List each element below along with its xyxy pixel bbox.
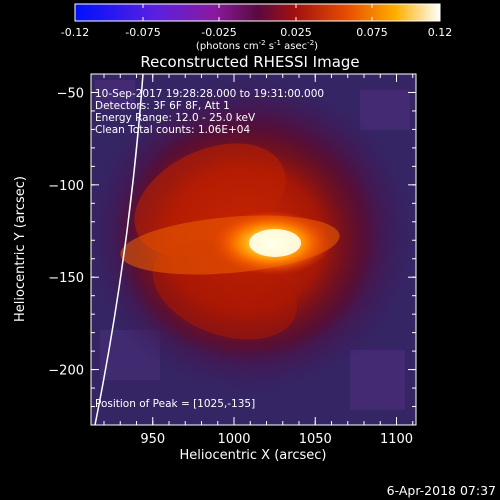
x-axis-ticks xyxy=(103,74,414,425)
colorbar xyxy=(74,3,441,22)
info-time-range: 10-Sep-2017 19:28:28.000 to 19:31:00.000 xyxy=(95,88,324,100)
solar-limb xyxy=(94,74,144,425)
plot-title: Reconstructed RHESSI Image xyxy=(140,53,359,71)
plot-frame xyxy=(90,73,417,426)
info-detectors: Detectors: 3F 6F 8F, Att 1 xyxy=(95,100,230,112)
colorbar-tick-label: -0.075 xyxy=(125,26,160,39)
x-axis-label: Heliocentric X (arcsec) xyxy=(180,448,327,463)
x-tick-label: 1100 xyxy=(380,432,413,447)
colorbar-tick-label: -0.025 xyxy=(201,26,236,39)
y-axis-ticks xyxy=(91,73,416,426)
y-tick-label: −200 xyxy=(48,364,84,379)
colorbar-tick-label: 0.025 xyxy=(280,26,312,39)
y-tick-label: −100 xyxy=(48,179,84,194)
x-tick-label: 1050 xyxy=(299,432,332,447)
solar-image xyxy=(91,74,416,425)
x-tick-label: 950 xyxy=(140,432,165,447)
colorbar-ticks xyxy=(74,4,441,21)
y-axis-label: Heliocentric Y (arcsec) xyxy=(13,176,28,322)
timestamp: 6-Apr-2018 07:37 xyxy=(387,483,496,498)
colorbar-tick-label: 0.075 xyxy=(356,26,388,39)
y-tick-label: −50 xyxy=(57,86,84,101)
x-tick-label: 1000 xyxy=(217,432,250,447)
colorbar-tick-label: -0.12 xyxy=(61,26,89,39)
peak-position: Position of Peak = [1025,-135] xyxy=(95,398,255,410)
info-total-counts: Clean Total counts: 1.06E+04 xyxy=(95,124,250,136)
y-tick-label: −150 xyxy=(48,271,84,286)
colorbar-tick-label: 0.12 xyxy=(428,26,453,39)
info-energy-range: Energy Range: 12.0 - 25.0 keV xyxy=(95,112,256,124)
colorbar-units: (photons cm-2 s-1 asec-2) xyxy=(196,39,318,52)
